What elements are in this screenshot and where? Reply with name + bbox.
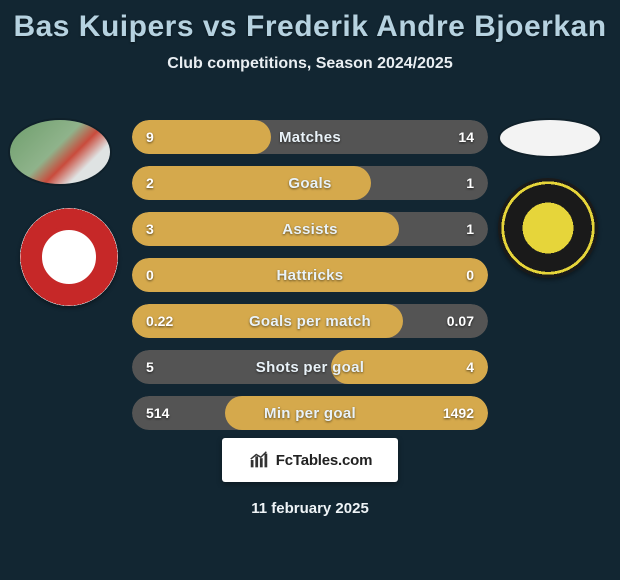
date-text: 11 february 2025 [0,500,620,517]
stat-label: Goals [132,166,488,200]
stat-row: 0.220.07Goals per match [132,304,488,338]
stat-label: Goals per match [132,304,488,338]
stat-label: Shots per goal [132,350,488,384]
player1-photo [10,120,110,184]
player2-photo [500,120,600,156]
subtitle: Club competitions, Season 2024/2025 [0,55,620,73]
page-title: Bas Kuipers vs Frederik Andre Bjoerkan [0,0,620,43]
stat-label: Assists [132,212,488,246]
stat-row: 5141492Min per goal [132,396,488,430]
comparison-bars: 914Matches 21Goals 31Assists 00Hattricks 0.2… [132,120,488,430]
chart-icon [248,449,270,471]
branding-badge: FcTables.com [222,438,398,482]
branding-text: FcTables.com [276,452,373,469]
stat-label: Min per goal [132,396,488,430]
stat-label: Matches [132,120,488,154]
page-root: Bas Kuipers vs Frederik Andre Bjoerkan C… [0,0,620,580]
stat-row: 914Matches [132,120,488,154]
player1-club-crest [20,208,118,306]
stat-label: Hattricks [132,258,488,292]
player2-club-crest [498,178,598,278]
stat-row: 54Shots per goal [132,350,488,384]
stat-row: 00Hattricks [132,258,488,292]
stat-row: 21Goals [132,166,488,200]
stat-row: 31Assists [132,212,488,246]
